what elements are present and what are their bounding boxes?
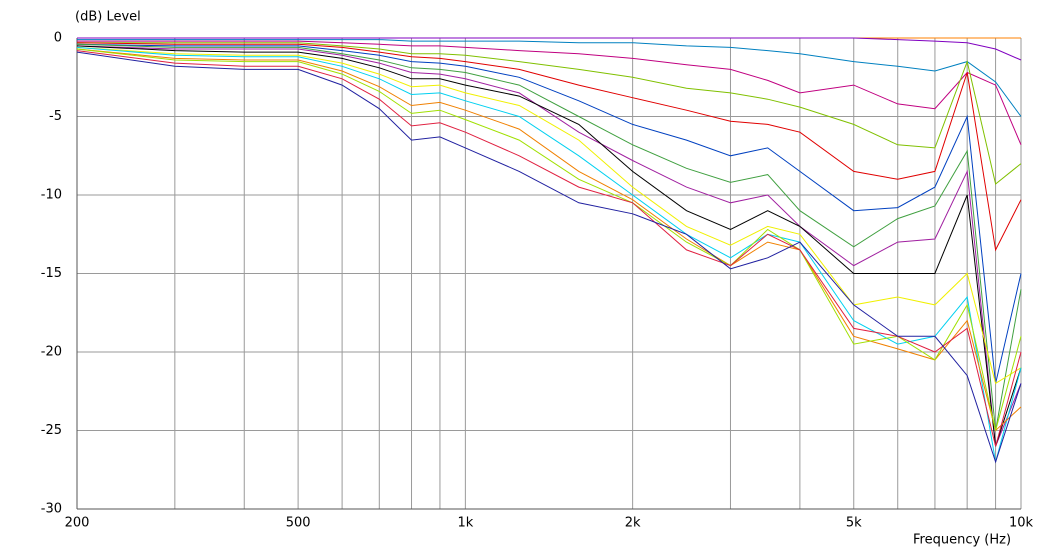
series-line [77, 37, 1022, 61]
series-line [77, 42, 1022, 185]
series-line [76, 45, 1022, 447]
series-line [77, 40, 1022, 145]
y-tick-label: -20 [41, 345, 62, 360]
x-axis-label: Frequency (Hz) [913, 533, 1011, 548]
series-line [76, 43, 1022, 384]
series-line [76, 48, 1022, 431]
x-tick-label: 2k [625, 516, 641, 531]
x-tick-label: 500 [286, 516, 311, 531]
x-tick-label: 5k [846, 516, 862, 531]
y-tick-label: -30 [41, 502, 62, 517]
series-line [76, 50, 1022, 447]
series-line [76, 43, 1022, 431]
series-line [76, 51, 1022, 464]
x-tick-label: 10k [1009, 516, 1034, 531]
series-line [76, 46, 1022, 385]
series-line [76, 46, 1022, 463]
series-line [76, 42, 1022, 252]
y-tick-label: -25 [41, 423, 62, 438]
series-line [76, 48, 1022, 432]
x-tick-label: 200 [65, 516, 90, 531]
series-line [76, 45, 1022, 447]
y-tick-label: -5 [49, 109, 62, 124]
x-tick-label: 1k [457, 516, 473, 531]
y-tick-label: -15 [41, 266, 62, 281]
y-axis-label: (dB) Level [75, 10, 141, 25]
y-tick-label: 0 [54, 31, 62, 46]
series-line [77, 39, 1022, 117]
y-tick-label: -10 [41, 188, 62, 203]
